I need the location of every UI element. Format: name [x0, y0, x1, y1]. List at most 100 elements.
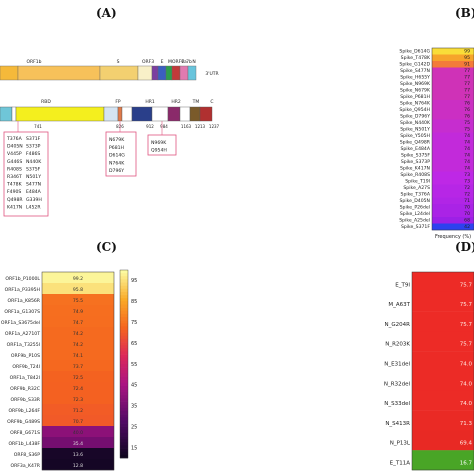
colorbar-step: [120, 373, 128, 377]
colorbar-step: [120, 326, 128, 330]
row-label: ORF3a_K47R: [10, 463, 40, 469]
row-label: ORF8_S36P: [14, 452, 40, 458]
row-label: Spike_R408S: [400, 172, 430, 178]
row-label: Spike_N679K: [400, 88, 431, 94]
colorbar-step: [120, 451, 128, 456]
cell-value: 99.2: [73, 276, 83, 282]
heatmap-cell: [432, 139, 474, 146]
heatmap-B: Spike_D614G 99 Spike_T478K 95 Spike_G142D 91 S…: [399, 47, 474, 240]
colorbar-step: [120, 429, 128, 434]
row-label: E_T9I: [395, 282, 410, 288]
cell-value: 74.1: [73, 353, 83, 359]
cell-value: 70: [464, 211, 470, 217]
cell-value: 76: [464, 107, 470, 113]
colorbar-step: [120, 273, 128, 277]
heatmap-cell: [42, 327, 114, 339]
cell-value: 73.7: [73, 364, 83, 370]
colorbar-step: [120, 364, 128, 368]
colorbar-step: [120, 291, 128, 296]
row-label: Spike_E484A: [400, 146, 430, 152]
colorbar-step: [120, 320, 128, 324]
heatmap-cell: [42, 448, 114, 460]
cell-value: 71.2: [73, 408, 83, 414]
heatmap-cell: [432, 204, 474, 211]
colorbar-tick: 55: [131, 362, 137, 368]
cell-value: 72.4: [73, 386, 83, 392]
colorbar-step: [120, 304, 128, 308]
colorbar-step: [120, 335, 128, 340]
heatmap-cell: [42, 393, 114, 405]
row-label: ORF1a_G1307S: [4, 309, 40, 315]
heatmap-cell: [42, 349, 114, 361]
cell-value: 77: [464, 81, 470, 87]
row-label: Spike_N501Y: [400, 127, 430, 133]
cell-value: 75: [464, 120, 470, 126]
heatmap-cell: [412, 291, 474, 312]
cell-value: 77: [464, 75, 470, 81]
colorbar-step: [120, 323, 128, 327]
colorbar-step: [120, 282, 128, 286]
colorbar-step: [120, 420, 128, 424]
row-label: ORF9b_S33R: [10, 397, 40, 403]
colorbar-step: [120, 432, 128, 437]
heatmap-cell: [432, 87, 474, 94]
cell-value: 74.0: [460, 401, 473, 407]
heatmap-cell: [432, 54, 474, 62]
colorbar-step: [120, 276, 128, 280]
row-label: Spike_A25del: [399, 218, 430, 224]
cell-value: 72: [464, 185, 470, 191]
row-label: Spike_D796Y: [400, 114, 430, 120]
colorbar-frame: [119, 269, 129, 459]
cell-value: 76: [464, 114, 470, 120]
row-label: Spike_L24del: [400, 211, 430, 217]
heatmap-cell: [432, 119, 474, 127]
colorbar-step: [120, 379, 128, 384]
colorbar-step: [120, 392, 128, 396]
cell-value: 72.3: [73, 397, 83, 403]
colorbar-tick: 65: [131, 341, 137, 347]
row-label: Spike_G142D: [399, 62, 430, 68]
colorbar-step: [120, 389, 128, 393]
heatmap-cell: [432, 217, 474, 224]
colorbar-step: [120, 332, 128, 337]
colorbar-step: [120, 301, 128, 305]
row-label: N_R203K: [385, 342, 410, 348]
row-label: M_A63T: [388, 302, 410, 308]
cell-value: 40.0: [73, 430, 83, 436]
colorbar-step: [120, 357, 128, 362]
colorbar-tick: 75: [131, 320, 137, 326]
colorbar-step: [120, 417, 128, 421]
colorbar-step: [120, 445, 128, 449]
row-label: ORF8_G671S: [10, 430, 40, 436]
colorbar-step: [120, 370, 128, 374]
heatmap-cell: [432, 113, 474, 120]
cell-value: 73: [464, 172, 470, 178]
row-label: ORF1a_P3395H: [5, 287, 40, 293]
heatmap-cell: [42, 404, 114, 416]
row-label: ORF9b_T24I: [12, 364, 40, 370]
heatmap-cell: [412, 272, 474, 292]
colorbar-step: [120, 411, 128, 415]
colorbar-step: [120, 317, 128, 321]
row-label: Spike_T19I: [405, 179, 430, 185]
cell-value: 91: [464, 62, 470, 68]
heatmap-cell: [432, 158, 474, 166]
heatmap-cell: [42, 338, 114, 350]
row-label: Spike_S373P: [401, 159, 430, 165]
cell-value: 74: [464, 140, 470, 146]
row-label: ORF9b_G489S: [7, 419, 40, 425]
heatmap-cell: [42, 316, 114, 328]
row-label: ORF1b_L438F: [8, 441, 40, 447]
row-label: N_R32del: [384, 381, 411, 387]
colorbar-step: [120, 439, 128, 443]
colorbar-step: [120, 426, 128, 431]
row-label: Spike_Y505H: [400, 133, 430, 139]
row-label: ORF1a_K856R: [8, 298, 41, 304]
heatmap-D: E_T9I 75.7 M_A63T 75.7 N_G204R 75.7 N_R203K 75.…: [384, 271, 474, 471]
row-label: Spike_D405N: [400, 198, 430, 204]
heatmap-cell: [42, 459, 114, 471]
heatmap-cell: [432, 61, 474, 68]
heatmap-cell: [42, 305, 114, 317]
colorbar-step: [120, 436, 128, 440]
row-label: N_P13L: [390, 441, 411, 447]
